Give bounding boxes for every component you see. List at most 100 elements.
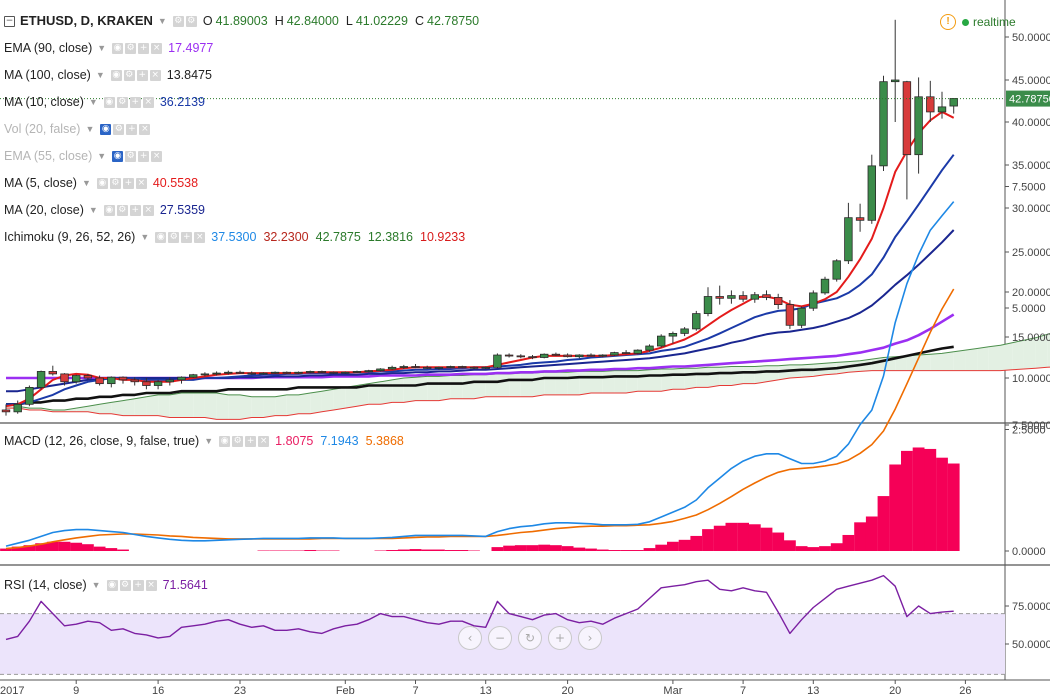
close-icon[interactable]: × — [135, 177, 147, 189]
close-icon[interactable]: × — [142, 204, 154, 216]
close-icon[interactable]: × — [142, 96, 154, 108]
macd-legend-name[interactable]: MACD (12, 26, close, 9, false, true) — [4, 434, 200, 448]
symbol-title[interactable]: ETHUSD, D, KRAKEN — [20, 13, 153, 28]
chevron-down-icon[interactable]: ▼ — [85, 124, 95, 134]
gear-icon[interactable]: ⚙ — [109, 177, 121, 189]
gear-icon[interactable]: ⚙ — [125, 150, 137, 162]
eye-icon[interactable]: ◉ — [96, 177, 108, 189]
indicator-name[interactable]: Vol (20, false) — [4, 122, 81, 136]
eye-icon[interactable]: ◉ — [112, 42, 124, 54]
close-icon[interactable]: × — [145, 579, 157, 591]
eye-icon[interactable]: ◉ — [106, 579, 118, 591]
gear-icon[interactable]: ⚙ — [185, 15, 197, 27]
indicator-row: Vol (20, false) ▼ ◉ ⚙ + × — [4, 119, 156, 139]
chevron-down-icon[interactable]: ▼ — [95, 70, 105, 80]
ichimoku-cloud-segment — [392, 378, 404, 403]
close-icon[interactable]: × — [151, 42, 163, 54]
chevron-down-icon[interactable]: ▼ — [81, 178, 91, 188]
settings-icon[interactable]: ⚙ — [172, 15, 184, 27]
eye-icon[interactable]: ◉ — [219, 435, 231, 447]
chevron-down-icon[interactable]: ▼ — [88, 97, 98, 107]
candle-body — [83, 375, 93, 379]
gear-icon[interactable]: ⚙ — [125, 42, 137, 54]
chevron-left-icon[interactable]: ‹ — [458, 626, 482, 650]
rsi-legend: RSI (14, close) ▼ ◉ ⚙ + × 71.5641 — [4, 575, 215, 595]
close-icon[interactable]: × — [194, 231, 206, 243]
chevron-down-icon[interactable]: ▼ — [140, 232, 150, 242]
ichimoku-cloud-segment — [626, 370, 638, 394]
eye-icon[interactable]: ◉ — [100, 123, 112, 135]
macd-histogram-bar — [82, 544, 94, 551]
chevron-right-icon[interactable]: › — [578, 626, 602, 650]
indicator-name[interactable]: MA (100, close) — [4, 68, 91, 82]
collapse-icon[interactable]: − — [4, 15, 15, 27]
gear-icon[interactable]: ⚙ — [113, 123, 125, 135]
indicator-name[interactable]: MA (10, close) — [4, 95, 84, 109]
gear-icon[interactable]: ⚙ — [116, 96, 128, 108]
chevron-down-icon[interactable]: ▼ — [91, 580, 101, 590]
indicator-name[interactable]: MA (5, close) — [4, 176, 77, 190]
candle-body — [703, 296, 713, 315]
macd-legend: MACD (12, 26, close, 9, false, true) ▼ ◉… — [4, 431, 411, 451]
gear-icon[interactable]: ⚙ — [119, 579, 131, 591]
zoom-out-icon[interactable]: − — [488, 626, 512, 650]
add-icon[interactable]: + — [181, 231, 193, 243]
chevron-down-icon[interactable]: ▼ — [97, 43, 107, 53]
ichimoku-cloud-segment — [310, 391, 322, 414]
ichimoku-cloud-segment — [99, 402, 112, 414]
chevron-down-icon[interactable]: ▼ — [157, 16, 167, 26]
ichimoku-cloud-segment — [567, 371, 580, 395]
close-icon[interactable]: × — [139, 123, 151, 135]
add-icon[interactable]: + — [245, 435, 257, 447]
indicator-name[interactable]: EMA (55, close) — [4, 149, 93, 163]
macd-histogram-bar — [713, 525, 726, 551]
reset-icon[interactable]: ↻ — [518, 626, 542, 650]
macd-histogram-bar — [667, 541, 679, 551]
zoom-in-icon[interactable]: + — [548, 626, 572, 650]
close-icon[interactable]: × — [258, 435, 270, 447]
eye-icon[interactable]: ◉ — [112, 150, 124, 162]
ichimoku-cloud-segment — [275, 394, 287, 416]
gear-icon[interactable]: ⚙ — [168, 231, 180, 243]
macd-histogram-bar — [304, 550, 317, 551]
ichimoku-cloud-segment — [953, 350, 966, 371]
open-value: 41.89003 — [215, 14, 268, 28]
add-icon[interactable]: + — [138, 150, 150, 162]
add-icon[interactable]: + — [136, 69, 148, 81]
gear-icon[interactable]: ⚙ — [232, 435, 244, 447]
gear-icon[interactable]: ⚙ — [123, 69, 135, 81]
indicator-name[interactable]: Ichimoku (9, 26, 52, 26) — [4, 230, 136, 244]
indicator-value: 42.7875 — [315, 230, 361, 244]
gear-icon[interactable]: ⚙ — [116, 204, 128, 216]
close-icon[interactable]: × — [149, 69, 161, 81]
ichimoku-cloud-segment — [1000, 342, 1013, 371]
close-icon[interactable]: × — [151, 150, 163, 162]
warning-icon[interactable]: ! — [940, 14, 956, 30]
add-icon[interactable]: + — [129, 96, 141, 108]
chevron-down-icon[interactable]: ▼ — [97, 151, 107, 161]
add-icon[interactable]: + — [132, 579, 144, 591]
eye-icon[interactable]: ◉ — [110, 69, 122, 81]
rsi-legend-name[interactable]: RSI (14, close) — [4, 578, 87, 592]
add-icon[interactable]: + — [126, 123, 138, 135]
add-icon[interactable]: + — [129, 204, 141, 216]
ichimoku-cloud-segment — [649, 368, 662, 392]
ichimoku-cloud-segment — [321, 389, 334, 412]
candle-body — [107, 376, 116, 385]
indicator-name[interactable]: MA (20, close) — [4, 203, 84, 217]
macd-hist-value: 1.8075 — [275, 434, 314, 448]
candle-body — [329, 371, 338, 374]
eye-icon[interactable]: ◉ — [155, 231, 167, 243]
candle-body — [926, 96, 935, 113]
chevron-down-icon[interactable]: ▼ — [88, 205, 98, 215]
add-icon[interactable]: + — [122, 177, 134, 189]
eye-icon[interactable]: ◉ — [103, 96, 115, 108]
eye-icon[interactable]: ◉ — [103, 204, 115, 216]
macd-histogram-bar — [620, 550, 632, 551]
indicator-name[interactable]: EMA (90, close) — [4, 41, 93, 55]
add-icon[interactable]: + — [138, 42, 150, 54]
chevron-down-icon[interactable]: ▼ — [204, 436, 214, 446]
